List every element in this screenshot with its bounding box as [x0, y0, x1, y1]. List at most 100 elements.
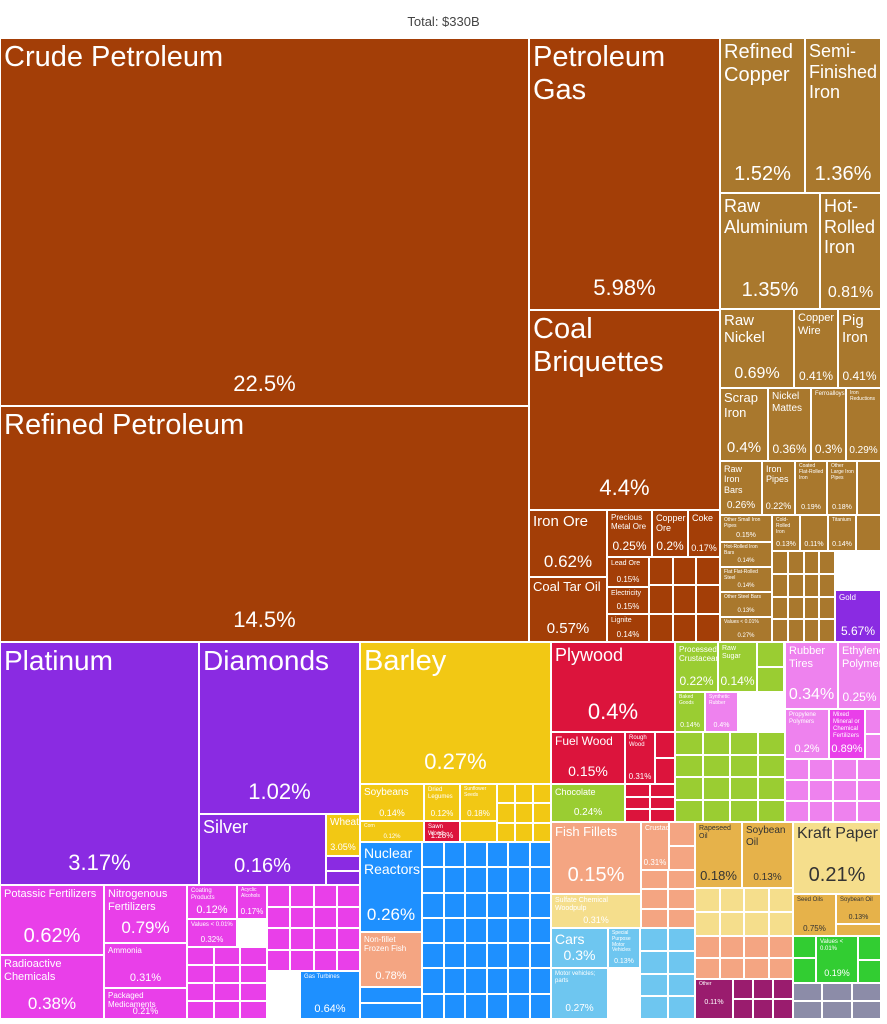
tile-small-plastics-and-rubbers[interactable] — [785, 801, 809, 822]
tile-small-machines[interactable] — [508, 993, 530, 1019]
tile-small-mineral-products[interactable] — [649, 613, 673, 642]
tile-small-chemical-products[interactable] — [267, 928, 291, 950]
tile-small-vegetable-products[interactable] — [533, 803, 551, 823]
tile-petroleum-gas[interactable]: Petroleum Gas 5.98% — [529, 38, 720, 310]
tile-plywood[interactable]: Plywood 0.4% — [551, 642, 675, 732]
tile-small-vegetable-products[interactable] — [460, 821, 497, 842]
tile-other-steel-bars[interactable]: Other Steel Bars 0.13% — [720, 592, 772, 617]
tile-small-wood-products[interactable] — [650, 796, 675, 810]
tile-small-machines[interactable] — [465, 943, 487, 969]
tile-small-foodstuffs[interactable] — [757, 667, 784, 692]
tile-small-chemical-products[interactable] — [240, 947, 267, 965]
tile-small-foodstuffs[interactable] — [730, 799, 758, 822]
tile-small-machines[interactable] — [422, 943, 444, 969]
tile-small-metals[interactable] — [787, 573, 804, 597]
tile-ethylene-polymers[interactable]: Ethylene Polymers 0.25% — [838, 642, 881, 709]
tile-small-transportation[interactable] — [640, 973, 668, 997]
tile-small-metals[interactable] — [787, 551, 804, 574]
tile-scrap-iron[interactable]: Scrap Iron 0.4% — [720, 388, 768, 461]
tile-small-metals[interactable] — [803, 551, 820, 574]
tile-chocolate[interactable]: Chocolate 0.24% — [551, 784, 625, 822]
tile-small-animal-products[interactable] — [695, 957, 720, 979]
tile-raw-nickel[interactable]: Raw Nickel 0.69% — [720, 309, 794, 388]
tile-small-transportation[interactable] — [640, 996, 668, 1019]
tile-small-plastics-and-rubbers[interactable] — [857, 780, 881, 801]
tile-small-paper-goods[interactable] — [744, 888, 769, 912]
tile-small-transportation[interactable] — [640, 950, 668, 974]
tile-small-plastics-and-rubbers[interactable] — [857, 801, 881, 822]
tile-small-wood-products[interactable] — [625, 784, 650, 797]
tile-small-machines[interactable] — [443, 943, 465, 969]
tile-small-animal-products[interactable] — [719, 936, 744, 958]
tile-small-machines[interactable] — [360, 1003, 422, 1019]
tile-small-foodstuffs[interactable] — [757, 642, 784, 667]
tile-values-0-01[interactable]: Values < 0.01% 0.32% — [187, 919, 237, 947]
tile-small-machines[interactable] — [529, 892, 551, 918]
tile-ammonia[interactable]: Ammonia 0.31% — [104, 943, 187, 988]
tile-nuclear-reactors[interactable]: Nuclear Reactors 0.26% — [360, 842, 422, 932]
tile-small-mineral-products[interactable] — [672, 613, 697, 642]
tile-lignite[interactable]: Lignite 0.14% — [607, 614, 649, 642]
tile-small-plastics-and-rubbers[interactable] — [809, 780, 833, 801]
tile-small-plastics-and-rubbers[interactable] — [857, 759, 881, 780]
tile-coating-products[interactable]: Coating Products 0.12% — [187, 885, 237, 919]
tile-small-machines[interactable] — [465, 842, 487, 868]
tile-small-paper-goods[interactable] — [719, 912, 744, 936]
tile-small-plastics-and-rubbers[interactable] — [785, 780, 809, 801]
tile-small-chemical-products[interactable] — [290, 949, 314, 971]
tile-small-chemical-products[interactable] — [336, 885, 360, 907]
tile-small-machines[interactable] — [508, 867, 530, 893]
tile-coke[interactable]: Coke 0.17% — [688, 510, 720, 557]
tile-small-chemical-products[interactable] — [336, 906, 360, 928]
tile-small-animal-products[interactable] — [719, 957, 744, 979]
tile-small-metals[interactable] — [819, 596, 835, 620]
tile-small-machines[interactable] — [486, 842, 508, 868]
tile-crustaceans[interactable]: Crustaceans 0.31% — [641, 822, 669, 870]
tile-small-machines[interactable] — [508, 968, 530, 994]
tile-small-machines[interactable] — [508, 842, 530, 868]
tile-small-foodstuffs[interactable] — [675, 754, 703, 777]
tile-small-paper-goods[interactable] — [695, 912, 720, 936]
tile-small-animal-products[interactable] — [668, 889, 695, 909]
tile-raw-sugar[interactable]: Raw Sugar 0.14% — [718, 642, 757, 692]
tile-small-foodstuffs[interactable] — [757, 777, 785, 800]
tile-small-mineral-products[interactable] — [696, 585, 720, 614]
tile-small-machines[interactable] — [443, 968, 465, 994]
tile-coal-tar-oil[interactable]: Coal Tar Oil 0.57% — [529, 577, 607, 642]
tile-small-chemical-products[interactable] — [213, 983, 241, 1001]
tile-small-textiles[interactable] — [793, 958, 816, 983]
tile-small-instruments[interactable] — [773, 999, 793, 1019]
tile-special-purpose-motor-vehicles[interactable]: Special Purpose Motor Vehicles 0.13% — [608, 928, 640, 968]
tile-hot-rolled-iron[interactable]: Hot-Rolled Iron 0.81% — [820, 193, 881, 309]
tile-small-metals[interactable] — [772, 551, 788, 574]
tile-small-mineral-products[interactable] — [672, 585, 697, 614]
tile-gold[interactable]: Gold 5.67% — [835, 590, 881, 642]
tile-small-chemical-products[interactable] — [290, 906, 314, 928]
tile-sulfate-chemical-woodpulp[interactable]: Sulfate Chemical Woodpulp 0.31% — [551, 894, 641, 928]
tile-small-instruments[interactable] — [733, 999, 753, 1019]
tile-copper-ore[interactable]: Copper Ore 0.2% — [652, 510, 688, 557]
tile-rough-wood[interactable]: Rough Wood 0.31% — [625, 732, 655, 784]
tile-small-wood-products[interactable] — [655, 758, 675, 784]
tile-small-metals[interactable] — [803, 619, 820, 642]
tile-small-animal-products[interactable] — [669, 822, 695, 846]
tile-small-machines[interactable] — [508, 917, 530, 944]
tile-small-plastics-and-rubbers[interactable] — [785, 759, 809, 780]
tile-cars[interactable]: Cars 0.3% — [551, 928, 608, 968]
tile-cold-rolled-iron[interactable]: Cold-Rolled Iron 0.13% — [772, 515, 800, 551]
tile-small-vegetable-products[interactable] — [497, 803, 515, 823]
tile-small-chemical-products[interactable] — [240, 983, 267, 1001]
tile-small-vegetable-products[interactable] — [497, 784, 515, 804]
tile-crude-petroleum[interactable]: Crude Petroleum 22.5% — [0, 38, 529, 406]
tile-small-foodstuffs[interactable] — [702, 732, 730, 755]
tile-small-transportation[interactable] — [667, 950, 695, 974]
tile-dried-legumes[interactable]: Dried Legumes 0.12% — [424, 784, 460, 821]
tile-small-mineral-products[interactable] — [649, 557, 673, 586]
tile-mixed-mineral-or-chemical-fertilizers[interactable]: Mixed Mineral or Chemical Fertilizers 0.8… — [829, 709, 865, 759]
tile-small-chemical-products[interactable] — [240, 965, 267, 983]
tile-values-0-01[interactable]: Values < 0.01% 0.19% — [816, 936, 858, 983]
tile-small-machines[interactable] — [529, 943, 551, 969]
tile-small-chemical-products[interactable] — [313, 885, 337, 907]
tile-small-miscellaneous[interactable] — [822, 983, 852, 1001]
tile-small-foodstuffs[interactable] — [675, 732, 703, 755]
